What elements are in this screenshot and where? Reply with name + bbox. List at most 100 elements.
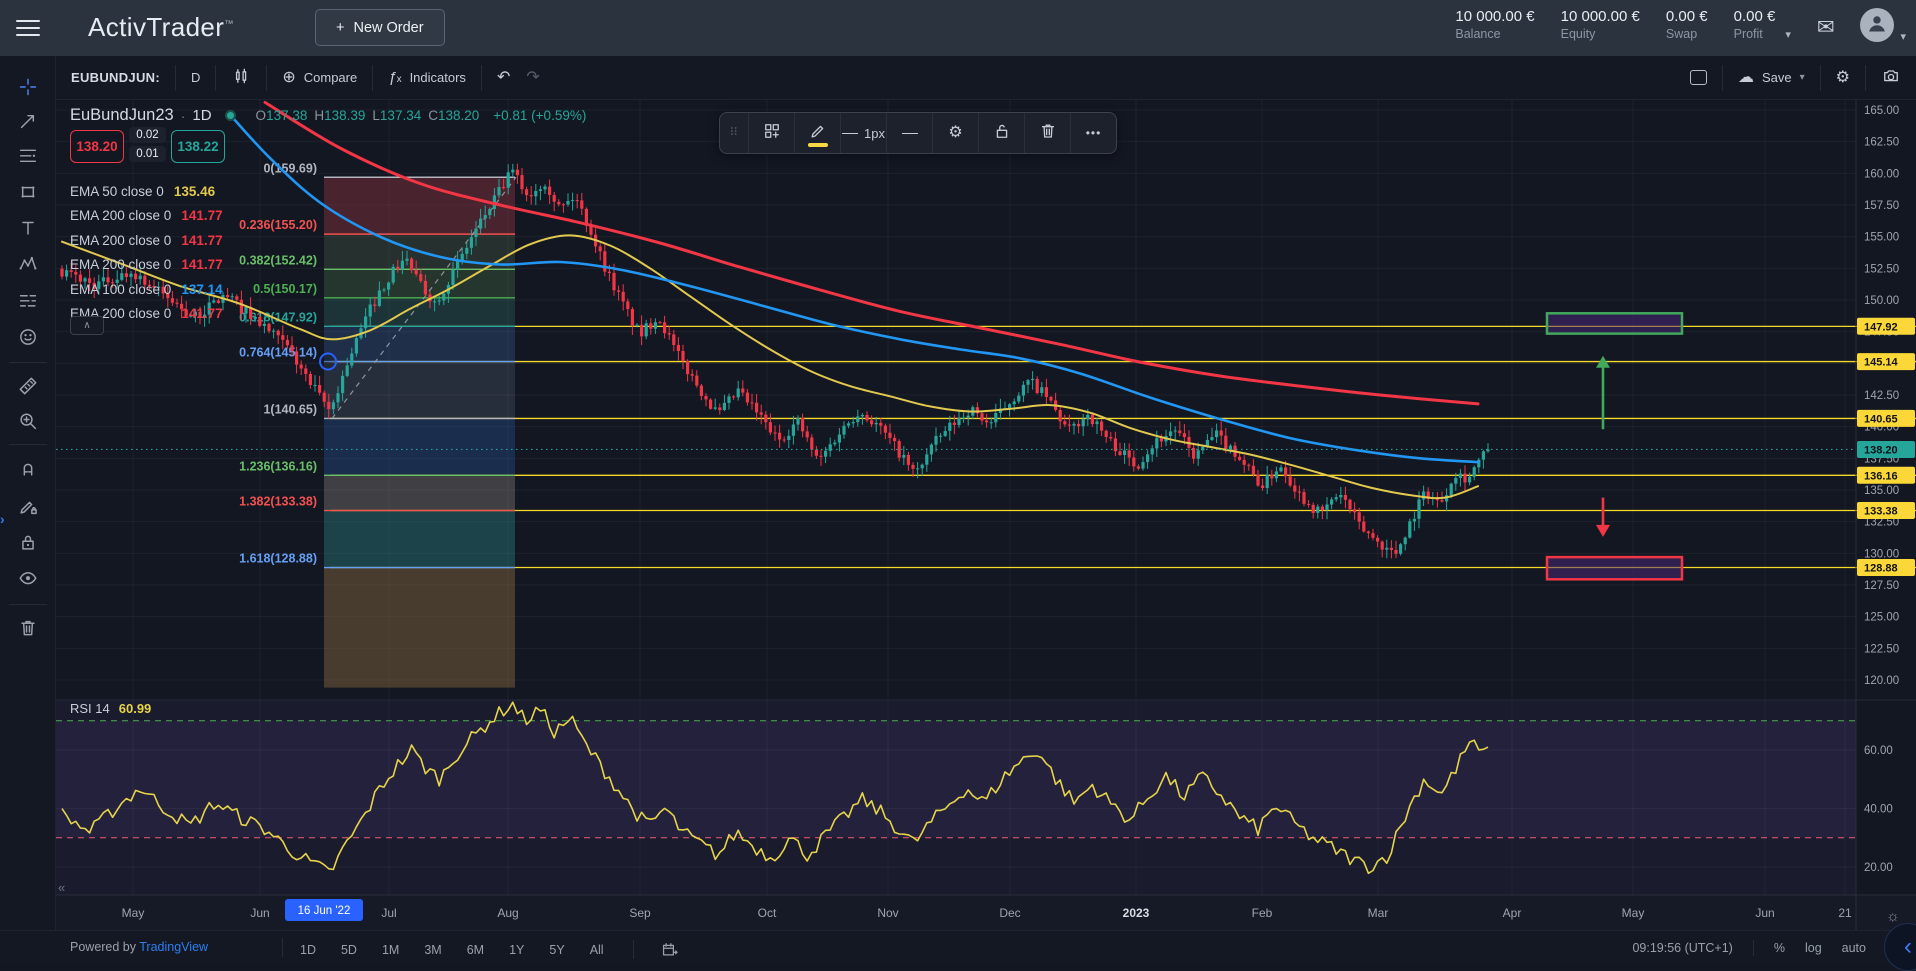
svg-text:May: May [1622,906,1645,920]
plus-icon: + [336,19,345,36]
profit-caret-icon[interactable]: ▾ [1785,29,1791,41]
indicator-row[interactable]: EMA 200 close 0 141.77 [70,208,223,224]
line-style-button[interactable] [886,113,932,153]
svg-text:120.00: 120.00 [1864,675,1899,687]
sell-bid-button[interactable]: 138.20 [70,130,124,163]
magnet-tool[interactable] [10,452,46,483]
rsi-collapse-icon[interactable]: « [58,880,66,895]
save-button[interactable]: ☁ Save ▾ [1737,68,1805,86]
chart-legend: EuBundJun23 · 1D O137.38 H138.39 L137.34 C1… [70,106,587,124]
indicator-row[interactable]: EMA 200 close 0 141.77 [70,232,223,248]
mail-icon[interactable]: ✉ [1816,16,1835,39]
powered-by[interactable]: Powered by TradingView [70,940,209,954]
range-all-button[interactable]: All [589,942,604,957]
svg-text:157.50: 157.50 [1864,200,1899,212]
hide-all-tool[interactable] [10,562,46,593]
new-order-button[interactable]: + New Order [315,9,445,46]
menu-icon[interactable] [16,19,40,37]
percent-scale-button[interactable]: % [1773,941,1785,955]
svg-text:160.00: 160.00 [1864,168,1899,180]
svg-text:133.38: 133.38 [1864,506,1898,518]
svg-text:1.618(128.88): 1.618(128.88) [239,552,317,566]
crosshair-tool[interactable] [10,71,46,102]
legend-timeframe[interactable]: 1D [192,107,212,124]
screenshot-button[interactable] [1866,56,1916,100]
range-3m-button[interactable]: 3M [424,942,442,957]
range-5d-button[interactable]: 5D [340,942,357,957]
market-status-icon[interactable] [224,110,236,121]
lock-all-tool[interactable] [10,526,46,557]
symbol-title[interactable]: EuBundJun23 [70,106,174,124]
forecast-tool[interactable] [10,285,46,316]
legend-collapse-button[interactable]: ∧ [70,316,104,335]
indicators-button[interactable]: ƒx Indicators [388,69,466,86]
range-1d-button[interactable]: 1D [300,942,316,957]
log-scale-button[interactable]: log [1804,941,1822,955]
go-to-date-icon[interactable] [632,940,679,959]
save-caret-icon: ▾ [1799,72,1805,83]
drawing-lock-tool[interactable] [10,490,46,521]
drawing-more-button[interactable]: ••• [1070,113,1116,153]
svg-text:136.16: 136.16 [1864,470,1898,482]
indicator-row[interactable]: EMA 200 close 0 141.77 [70,257,223,273]
indicator-row[interactable]: EMA 100 close 0 137.14 [70,281,223,297]
auto-scale-button[interactable]: auto [1841,941,1866,955]
avatar-caret-icon[interactable]: ▾ [1900,31,1906,43]
cloud-icon: ☁ [1737,68,1754,86]
avatar[interactable] [1860,8,1895,42]
drawing-settings-button[interactable]: ⚙ [932,113,978,153]
svg-text:0.382(152.42): 0.382(152.42) [239,253,317,267]
svg-text:Sep: Sep [629,906,651,920]
range-1m-button[interactable]: 1M [381,942,400,957]
chart-settings-button[interactable]: ⚙ [1821,56,1865,100]
undo-button[interactable]: ↶ [482,56,525,100]
swap-stat: 0.00 € Swap [1665,8,1708,41]
shapes-tool[interactable] [10,176,46,207]
pattern-tool[interactable] [10,248,46,279]
drag-handle[interactable] [720,113,748,153]
emoji-tool[interactable] [10,321,46,352]
ruler-tool[interactable] [10,370,46,401]
drawing-delete-button[interactable] [1024,113,1070,153]
remove-drawings-tool[interactable] [10,612,46,643]
trend-line-tool[interactable] [10,105,46,136]
zoom-in-tool[interactable] [10,405,46,436]
indicator-row[interactable]: EMA 50 close 0 135.46 [70,183,216,199]
svg-text:21: 21 [1838,906,1852,920]
range-buttons: 1D 5D 1M 3M 6M 1Y 5Y All [300,940,679,959]
svg-text:May: May [122,906,145,920]
undo-icon: ↶ [496,68,511,86]
compare-button[interactable]: ⊕ Compare [282,68,358,86]
buy-ask-button[interactable]: 138.22 [171,130,225,163]
drawing-tools-sidebar: › [0,56,56,930]
fib-retracement-tool[interactable] [10,140,46,171]
template-button[interactable] [748,113,794,153]
range-5y-button[interactable]: 5Y [549,942,565,957]
sidebar-expand-icon[interactable]: › [0,511,5,527]
chevron-left-icon: ‹ [1904,933,1912,960]
chart-overlays: EuBundJun23 · 1D O137.38 H138.39 L137.34 C1… [56,100,1856,930]
svg-text:127.50: 127.50 [1864,580,1899,592]
person-icon [1864,10,1890,41]
layout-button[interactable] [1675,56,1722,100]
svg-text:Jun: Jun [1755,906,1774,920]
symbol-button[interactable]: EUBUNDJUN: [71,70,160,85]
drawing-unlock-button[interactable] [978,113,1024,153]
price-chart[interactable]: 0(159.69) 0.236(155.20) 0.382(152.42) 0.5(1… [56,100,1916,930]
chart-style-button[interactable] [216,56,266,100]
profit-stat: 0.00 € Profit [1733,8,1776,41]
svg-text:152.50: 152.50 [1864,263,1899,275]
redo-button[interactable]: ↷ [511,56,554,100]
line-color-button[interactable] [794,113,840,153]
line-width-button[interactable]: 1px [840,113,886,153]
layout-icon [1689,70,1707,85]
balance-stat: 10 000.00 € Balance [1455,8,1535,41]
timeframe-button[interactable]: D [190,70,201,85]
range-6m-button[interactable]: 6M [466,942,485,957]
range-1y-button[interactable]: 1Y [509,942,525,957]
template-icon [762,121,782,146]
svg-text:138.20: 138.20 [1864,444,1898,456]
line-style-icon [901,132,918,134]
text-tool[interactable] [10,212,46,243]
trash-icon [1038,121,1058,146]
